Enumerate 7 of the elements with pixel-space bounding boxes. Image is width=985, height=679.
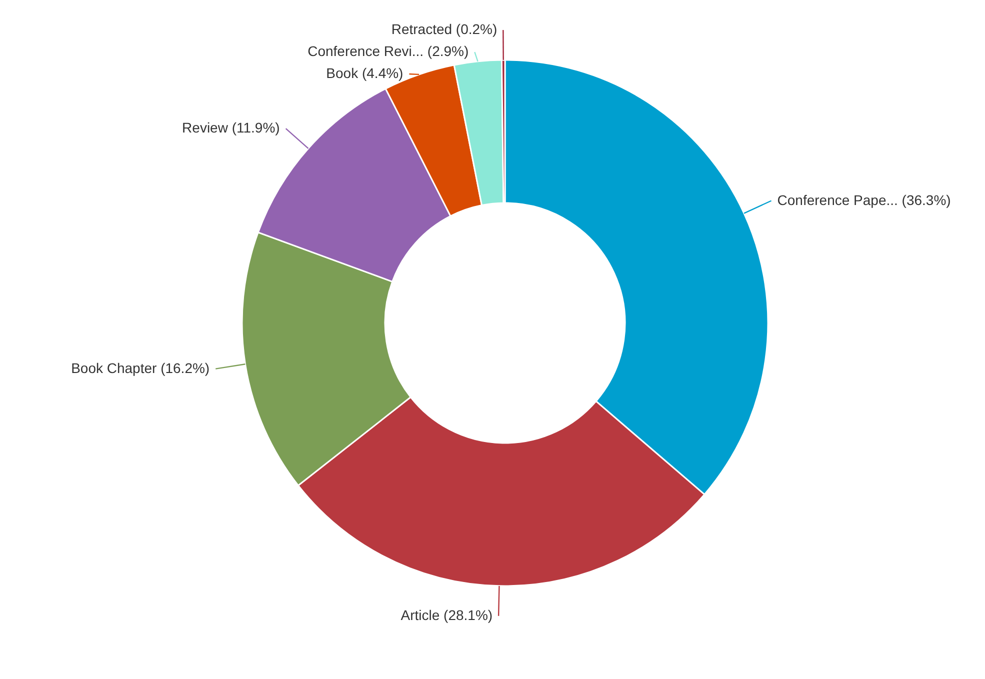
slice-label: Retracted (0.2%) [391, 21, 498, 38]
slice-label: Book Chapter (16.2%) [71, 360, 210, 376]
slice-label: Book (4.4%) [326, 65, 404, 82]
slice-label: Article (28.1%) [400, 606, 493, 623]
slice-label: Conference Revi... (2.9%) [308, 43, 469, 60]
slice-label: Conference Pape... (36.3%) [777, 192, 951, 208]
slice-label: Review (11.9%) [182, 120, 280, 136]
